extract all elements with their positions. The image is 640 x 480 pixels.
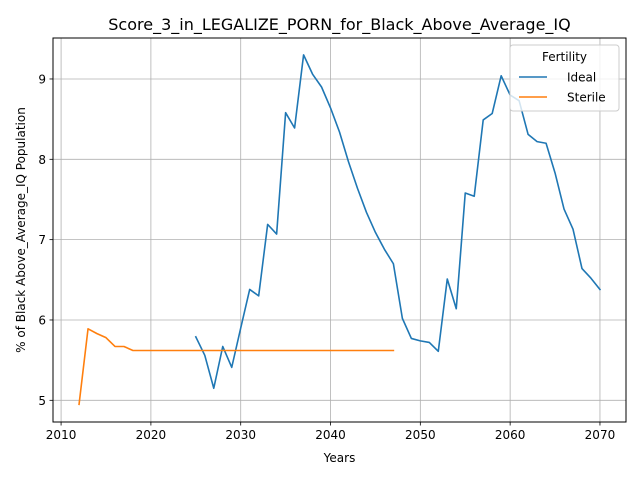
legend-title: Fertility bbox=[542, 50, 587, 64]
x-tick-label: 2010 bbox=[46, 428, 77, 442]
x-tick-label: 2060 bbox=[495, 428, 526, 442]
plot-frame bbox=[52, 37, 627, 423]
x-tick-label: 2030 bbox=[225, 428, 256, 442]
y-axis-label: % of Black Above_Average_IQ Population bbox=[14, 107, 28, 353]
x-tick-label: 2050 bbox=[405, 428, 436, 442]
x-tick-label: 2020 bbox=[136, 428, 167, 442]
series-line-sterile bbox=[78, 328, 395, 406]
y-tick-label: 6 bbox=[38, 313, 46, 327]
y-tick-label: 7 bbox=[38, 233, 46, 247]
axis-ticks: 2010 2020 2030 2040 2050 2060 2070 5 6 7 8 9 bbox=[38, 72, 615, 442]
grid bbox=[53, 38, 626, 422]
x-tick-label: 2040 bbox=[315, 428, 346, 442]
legend: Fertility Ideal Sterile bbox=[509, 44, 620, 112]
y-tick-label: 8 bbox=[38, 153, 46, 167]
series-line-ideal bbox=[194, 54, 602, 390]
legend-label-ideal: Ideal bbox=[567, 71, 596, 85]
series-layer bbox=[78, 54, 602, 406]
legend-box bbox=[509, 44, 620, 112]
x-tick-label: 2070 bbox=[585, 428, 616, 442]
y-tick-label: 5 bbox=[38, 394, 46, 408]
y-tick-label: 9 bbox=[38, 72, 46, 86]
chart-title: Score_3_in_LEGALIZE_PORN_for_Black_Above… bbox=[108, 15, 570, 35]
x-axis-label: Years bbox=[323, 451, 356, 465]
legend-label-sterile: Sterile bbox=[567, 91, 606, 105]
